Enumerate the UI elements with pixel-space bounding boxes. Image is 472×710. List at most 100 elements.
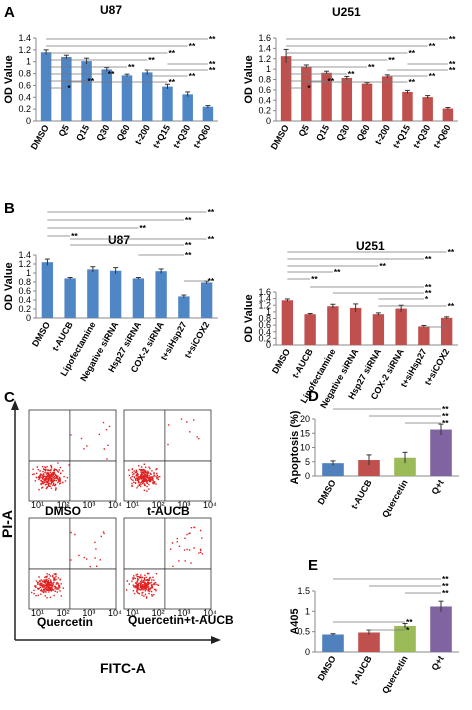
significance-mark: ** [442,411,449,421]
significance-mark: ** [189,41,196,51]
flow-plot-label: Quercetin [37,615,93,629]
chart-title: U87 [108,233,130,247]
flow-x-tick: 10³ [177,500,190,510]
bar [430,429,452,476]
flow-x-tick: 10² [57,608,70,618]
y-tick-label: 1 [266,64,271,74]
bar [381,76,393,121]
y-axis-label: OD Value [3,55,15,103]
flow-x-tick: 10⁴ [108,500,122,510]
bar [361,83,373,121]
y-tick-label: 0.4 [258,95,271,105]
significance-mark: ** [449,59,456,69]
bar [301,66,312,121]
y-tick-label: 1 [26,268,31,278]
significance-mark: ** [379,261,386,271]
bar [178,296,190,318]
flow-x-tick: 10¹ [126,500,139,510]
category-label: Q5 [56,123,71,138]
flow-y-axis-label: PI-A [0,510,15,538]
bar [81,61,92,121]
category-label: t+Q30 [171,123,192,150]
bar [202,106,214,121]
significance-mark: ** [368,62,375,72]
y-tick-label: 1 [26,57,31,67]
y-tick-label: 0.2 [18,304,31,314]
significance-mark: ** [71,231,78,241]
bar [155,271,167,318]
significance-mark: ** [139,223,146,233]
category-label: t-AUCB [349,654,374,687]
bar [281,300,294,345]
flow-plot-frame [28,409,117,502]
bar [442,108,454,121]
y-tick-label: 0 [305,471,310,481]
y-axis-label: A405 [289,608,301,634]
flow-events [31,421,111,491]
significance-mark: ** [429,41,436,51]
bar [132,278,145,318]
category-label: t-200 [133,123,152,146]
bar [341,77,353,121]
category-label: Q5 [296,123,311,138]
significance-mark: ** [208,207,215,217]
y-tick-label: 0 [305,647,310,657]
flow-plot-frame [123,517,212,610]
significance-mark: ** [334,267,341,277]
bar [87,269,99,318]
category-label: DMSO [270,347,292,375]
significance-mark: ** [448,247,455,257]
bar [358,460,380,476]
significance-mark: ** [168,77,175,87]
significance-mark: ** [348,69,355,79]
significance-mark: ** [442,404,449,414]
y-tick-label: 0.2 [258,333,271,343]
flow-plot-label: Quercetin+t-AUCB [128,613,234,627]
category-label: Q30 [94,123,111,143]
y-tick-label: 0.6 [18,80,31,90]
bar [182,94,193,121]
chart-title: U87 [100,3,122,17]
bar [40,52,52,121]
flow-x-tick: 10¹ [126,608,139,618]
significance-mark: ** [388,55,395,65]
bar [121,75,133,121]
category-label: DMSO [316,478,338,506]
chart-a-u87: U87 OD Value 0 0.2 0.4 0.60.8 1 1.2 1.4 DMSO Q5 Q15… [3,3,218,151]
flow-x-tick: 10³ [177,608,190,618]
y-tick-label: 0.6 [18,286,31,296]
flow-x-tick: 10⁴ [203,608,217,618]
flow-x-tick: 10¹ [31,608,44,618]
y-tick-label: 20 [300,414,310,424]
significance-mark: ** [108,69,115,79]
bar [322,634,344,652]
significance-mark: ** [449,34,456,44]
bar [402,91,413,121]
significance-mark: * [406,625,410,635]
flow-y-arrow-head [11,400,19,410]
y-tick-label: 10 [300,443,310,453]
category-label: Q30 [334,123,351,143]
significance-mark: ** [425,288,432,298]
bar [61,56,72,121]
flow-plot-label: DMSO [45,504,81,518]
bar [430,606,452,652]
category-label: Q15 [314,123,331,143]
y-tick-label: 0.4 [18,295,31,305]
significance-mark: ** [189,71,196,81]
significance-mark: ** [442,418,449,428]
y-tick-label: 1.6 [258,33,271,43]
category-label: Quercetin [380,654,410,695]
y-tick-label: 0.8 [258,75,271,85]
significance-mark: ** [185,250,192,260]
significance-mark: ** [185,215,192,225]
category-label: t-AUCB [349,478,374,511]
bar [322,463,344,476]
y-axis-label: Apoptosis (%) [289,410,301,484]
flow-x-tick: 10⁴ [108,608,122,618]
y-tick-label: 1.6 [258,287,271,297]
bar [394,625,416,652]
bar [349,307,362,345]
significance-mark: ** [209,65,216,75]
